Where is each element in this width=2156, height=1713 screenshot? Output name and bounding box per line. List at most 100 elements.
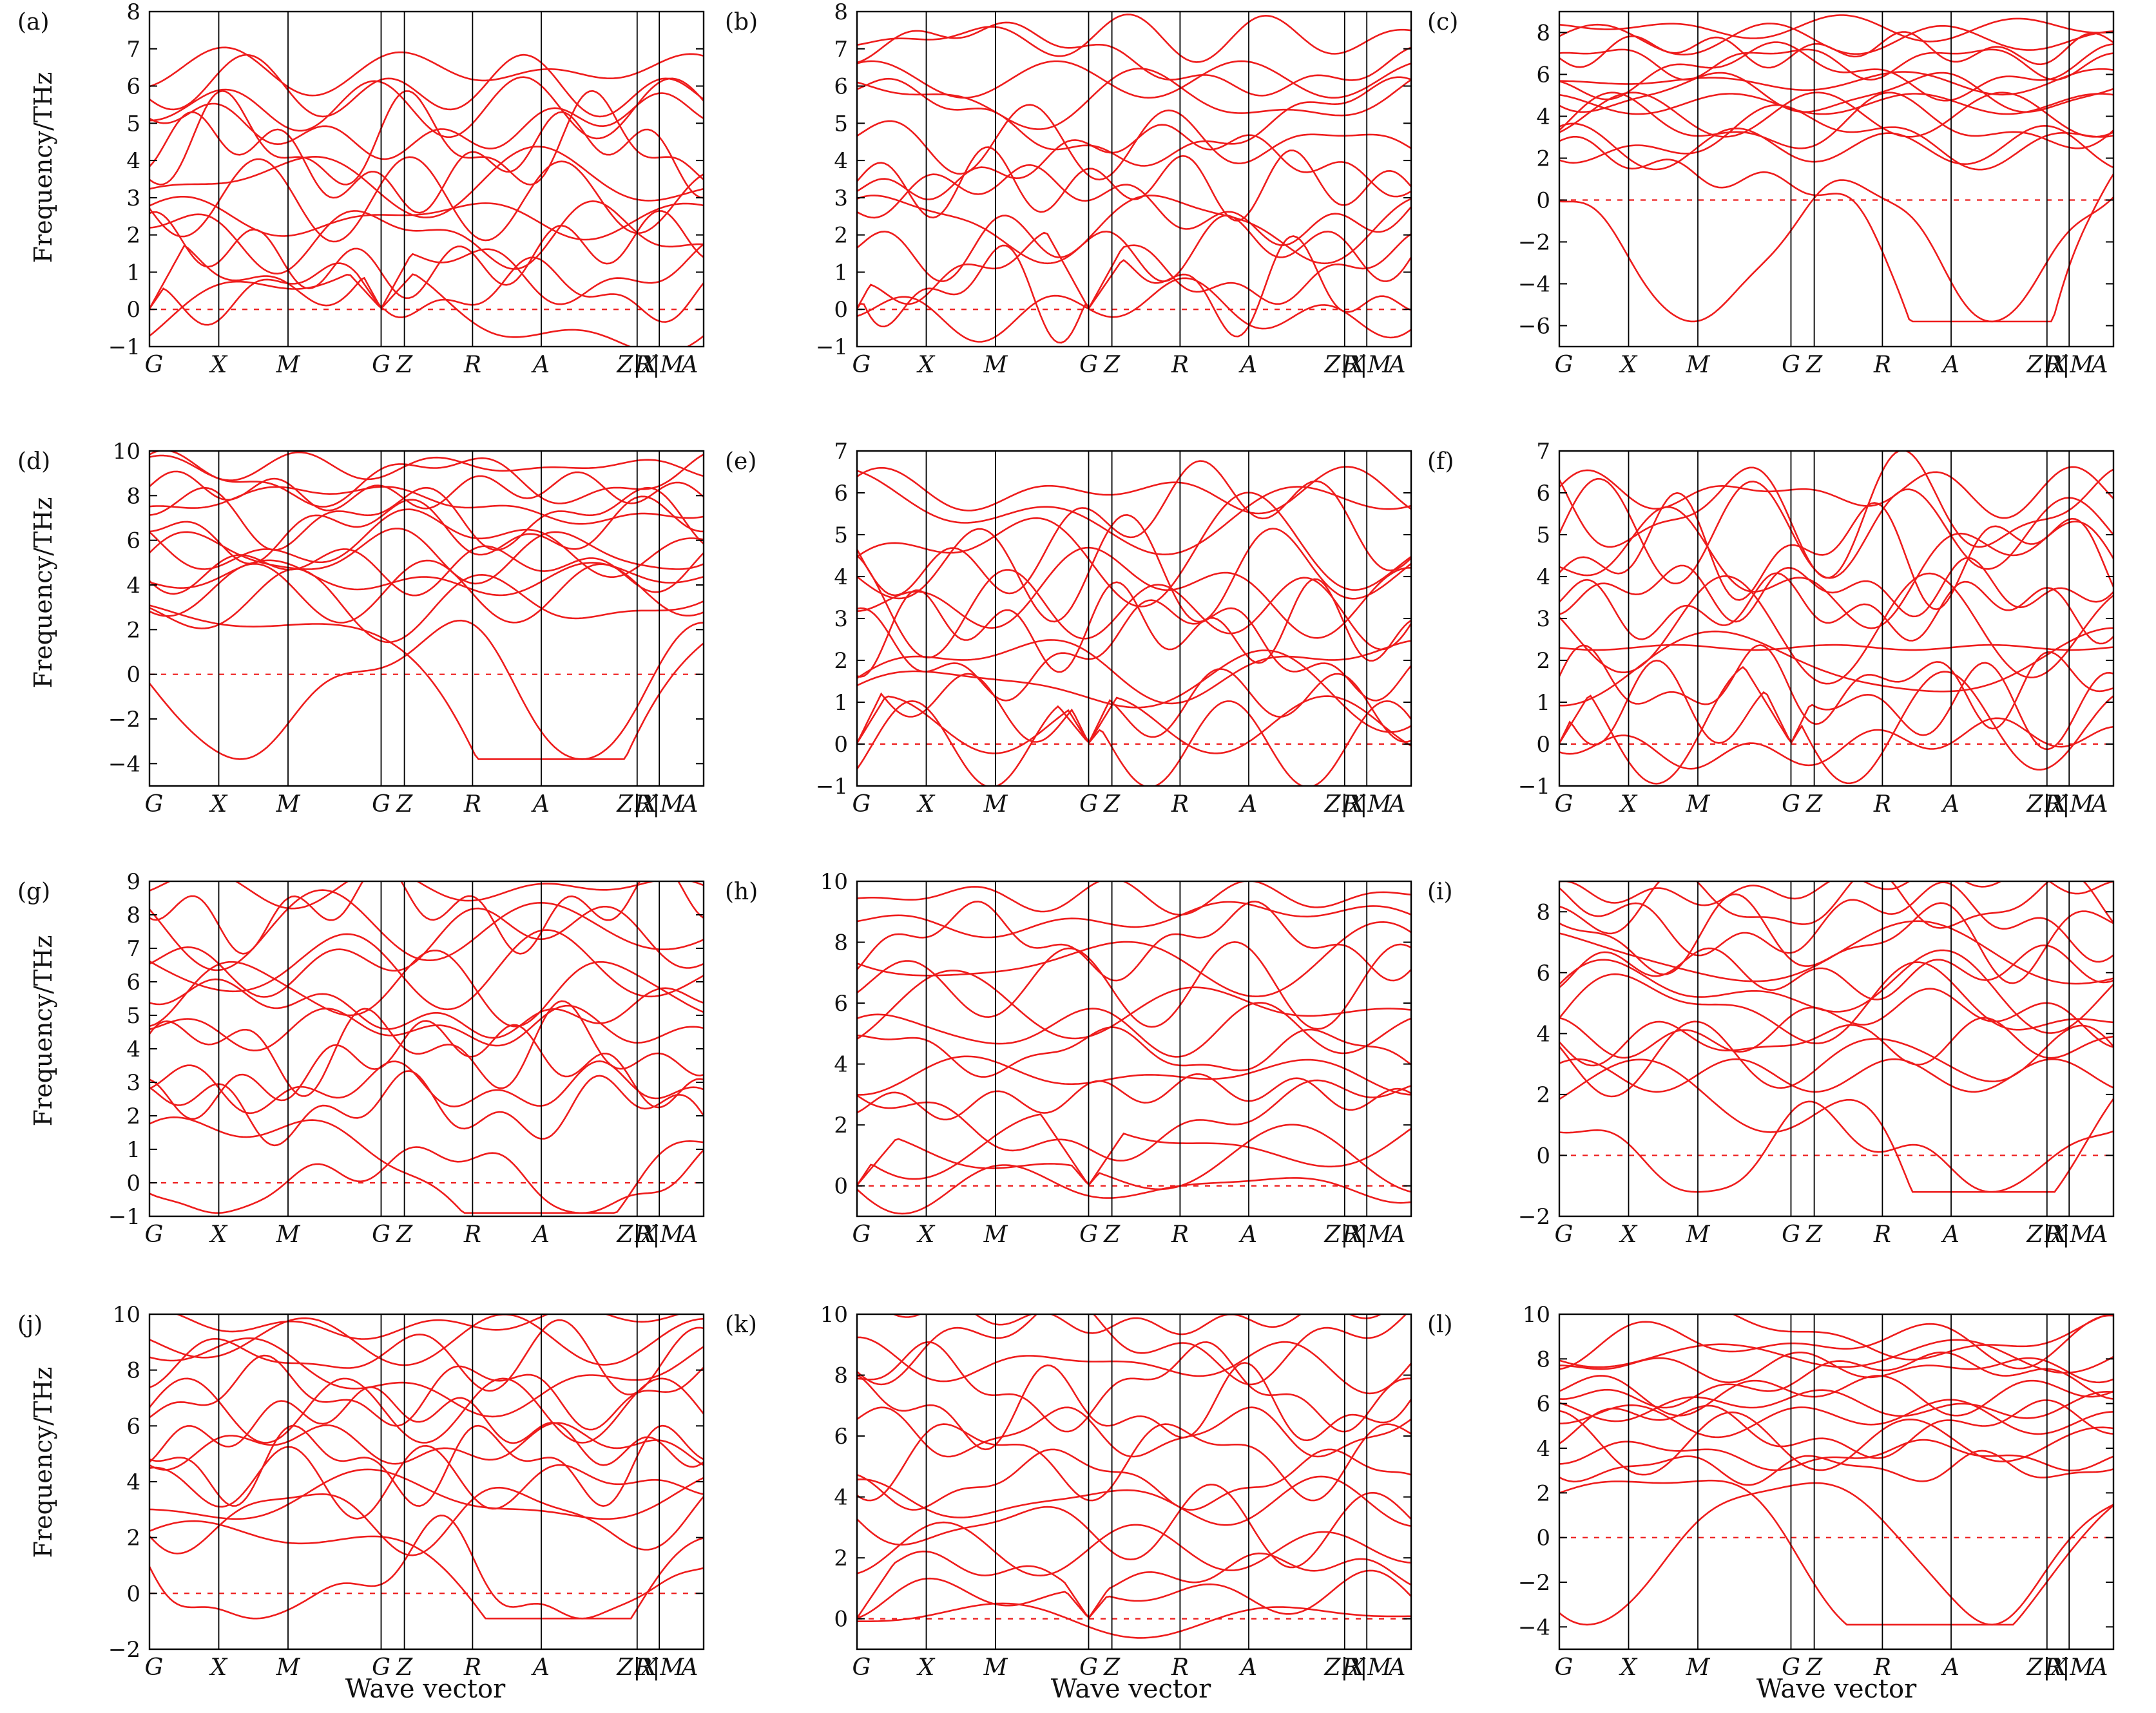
phonon-band xyxy=(149,195,704,241)
phonon-band xyxy=(149,1020,704,1120)
phonon-band xyxy=(149,978,704,1039)
kpoint-label: Z xyxy=(1103,1654,1121,1681)
panel-label: (l) xyxy=(1427,1312,1453,1338)
band-group xyxy=(149,46,704,347)
kpoint-label: Z|X xyxy=(1323,791,1365,818)
y-tick-label: 0 xyxy=(834,1174,848,1200)
phonon-band xyxy=(857,1055,1411,1096)
kpoint-label: R xyxy=(1873,1221,1891,1248)
y-tick-label: −4 xyxy=(108,751,140,777)
phonon-band xyxy=(1559,881,2113,906)
kpoint-label: Z|X xyxy=(2026,1221,2068,1248)
y-tick-label: 0 xyxy=(834,297,848,323)
phonon-band xyxy=(857,695,1411,754)
phonon-band xyxy=(857,513,1411,623)
phonon-band xyxy=(1559,136,2113,323)
phonon-band xyxy=(149,256,704,326)
y-tick-label: −2 xyxy=(1518,1204,1550,1230)
kpoint-label: G xyxy=(144,791,163,818)
phonon-band xyxy=(149,53,704,118)
phonon-band xyxy=(1559,72,2113,113)
kpoint-label: G xyxy=(372,791,390,818)
kpoint-label: X xyxy=(1619,1654,1638,1681)
y-tick-label: −4 xyxy=(1518,1614,1550,1640)
kpoint-label: M xyxy=(983,791,1008,818)
kpoint-label: R|M xyxy=(2044,1654,2094,1681)
kpoint-label: A xyxy=(1387,791,1406,818)
y-tick-label: 4 xyxy=(834,148,848,174)
y-tick-label: 2 xyxy=(834,1113,848,1138)
phonon-band xyxy=(149,1146,704,1214)
phonon-band xyxy=(857,14,1411,63)
phonon-band xyxy=(149,881,704,955)
panel-label: (d) xyxy=(17,448,50,475)
phonon-band xyxy=(857,492,1411,608)
phonon-band xyxy=(149,619,704,760)
kpoint-label: A xyxy=(2090,791,2108,818)
phonon-band xyxy=(1559,717,2113,770)
phonon-band xyxy=(149,1444,704,1520)
y-tick-label: 4 xyxy=(126,1469,140,1495)
kpoint-label: Z xyxy=(396,791,413,818)
kpoint-label: X xyxy=(1619,352,1638,378)
phonon-band xyxy=(1559,1375,2113,1417)
kpoint-label: R|M xyxy=(634,352,684,378)
phonon-band xyxy=(149,200,704,275)
ylabel-row-4: Frequency/THz xyxy=(29,1367,57,1558)
plot-frame xyxy=(856,1313,1412,1651)
kpoint-label: G xyxy=(372,1221,390,1248)
panel-label: (e) xyxy=(725,448,756,475)
kpoint-label: R|M xyxy=(634,1221,684,1248)
kpoint-label: Z|X xyxy=(616,791,658,818)
y-tick-label: 4 xyxy=(834,1052,848,1078)
phonon-band xyxy=(1559,659,2113,751)
band-group xyxy=(1559,1314,2113,1626)
phonon-band xyxy=(149,46,704,97)
y-tick-label: 0 xyxy=(1536,188,1550,214)
y-tick-label: 4 xyxy=(126,1037,140,1062)
y-tick-label: 7 xyxy=(834,439,848,464)
y-tick-label: 3 xyxy=(126,186,140,211)
y-tick-label: 4 xyxy=(834,1485,848,1511)
kpoint-label: G xyxy=(852,1654,871,1681)
kpoint-label: R xyxy=(1873,1654,1891,1681)
y-tick-label: 6 xyxy=(1536,1392,1550,1417)
kpoint-label: R xyxy=(463,791,481,818)
phonon-band xyxy=(857,1124,1411,1193)
phonon-band xyxy=(857,146,1411,222)
kpoint-label: R|M xyxy=(1342,1221,1392,1248)
y-tick-label: 4 xyxy=(126,148,140,174)
kpoint-label: Z xyxy=(1805,1654,1823,1681)
kpoint-label: Z|X xyxy=(1323,1221,1365,1248)
phonon-band xyxy=(1559,1399,2113,1459)
y-tick-label: 7 xyxy=(126,936,140,962)
kpoint-label: Z xyxy=(1805,1221,1823,1248)
band-group xyxy=(857,14,1411,344)
y-tick-label: 1 xyxy=(126,1137,140,1163)
kpoint-label: Z xyxy=(1103,1221,1121,1248)
y-tick-label: 3 xyxy=(834,606,848,632)
phonon-band xyxy=(1559,1399,2113,1439)
phonon-band xyxy=(149,1319,704,1395)
y-tick-label: −4 xyxy=(1518,272,1550,298)
y-tick-label: 3 xyxy=(834,186,848,211)
kpoint-label: A xyxy=(2090,1221,2108,1248)
band-group xyxy=(857,1314,1411,1639)
y-tick-label: 8 xyxy=(834,930,848,956)
y-tick-label: 6 xyxy=(1536,62,1550,88)
kpoint-label: R|M xyxy=(1342,1654,1392,1681)
phonon-band xyxy=(1559,48,2113,81)
y-tick-label: 5 xyxy=(1536,522,1550,548)
phonon-band xyxy=(149,604,704,760)
kpoint-label: G xyxy=(1554,352,1573,378)
phonon-band xyxy=(149,470,704,512)
phonon-band xyxy=(1559,1439,2113,1472)
y-tick-label: 1 xyxy=(834,260,848,285)
y-tick-label: 8 xyxy=(126,903,140,928)
kpoint-label: G xyxy=(1782,1221,1800,1248)
